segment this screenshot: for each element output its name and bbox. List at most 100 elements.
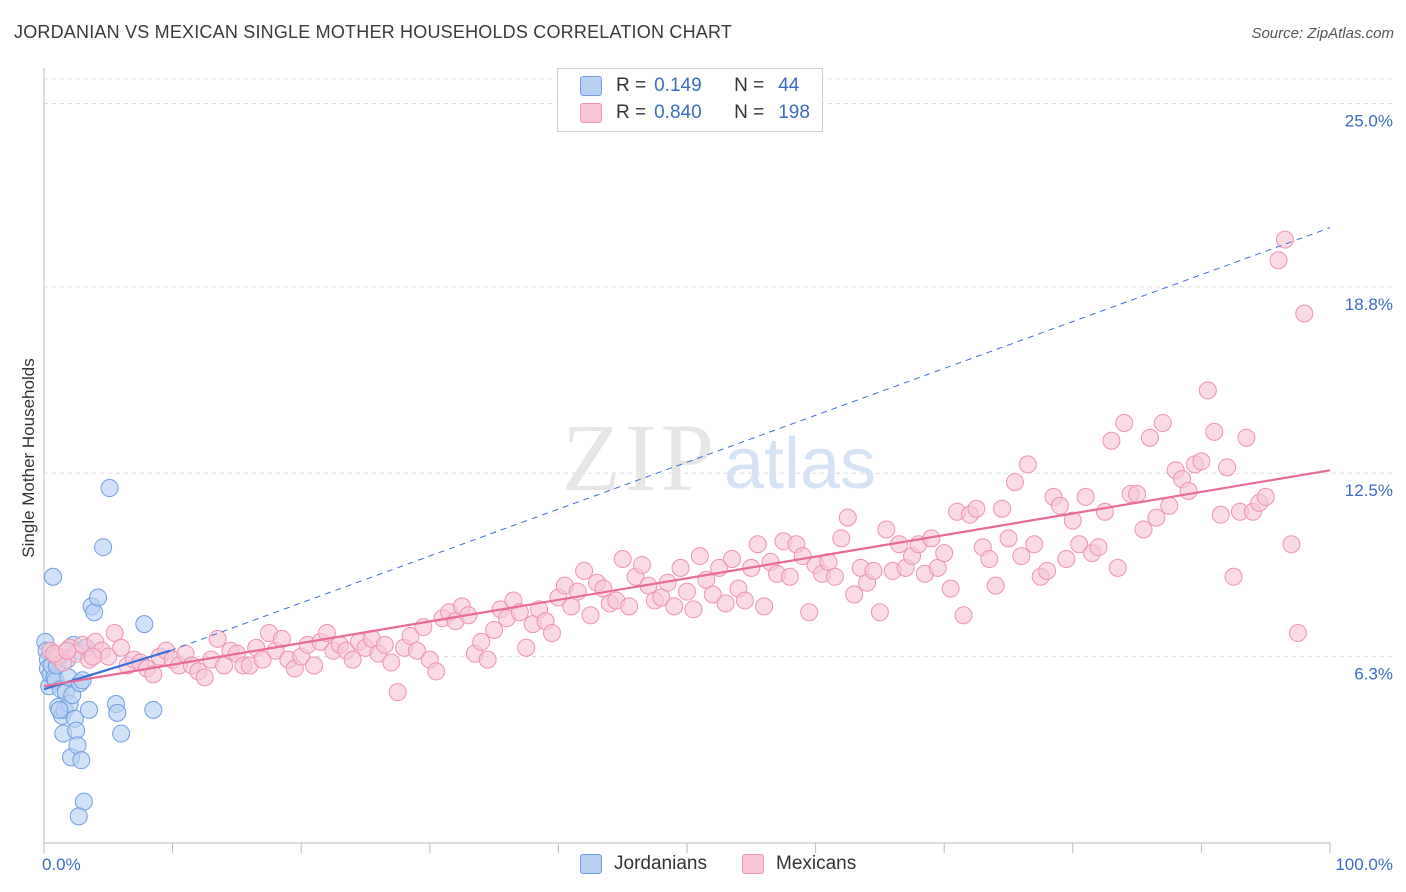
mexican-point bbox=[1256, 487, 1275, 506]
mexican-point bbox=[716, 594, 735, 613]
legend-row-mexicans: R = 0.840 N = 198 bbox=[580, 100, 810, 126]
mexican-point bbox=[388, 683, 407, 702]
jordanian-point bbox=[68, 736, 87, 755]
mexican-point bbox=[703, 585, 722, 604]
jordanian-point bbox=[100, 479, 119, 498]
legend-r-label: R = bbox=[616, 102, 647, 123]
mexican-point bbox=[671, 558, 690, 577]
jordanian-point bbox=[69, 807, 88, 826]
mexican-point bbox=[407, 641, 426, 660]
series-label-jordanians: Jordanians bbox=[614, 853, 707, 874]
mexican-point bbox=[967, 499, 986, 518]
y-tick-label-3: 25.0% bbox=[1345, 111, 1393, 130]
mexican-point bbox=[195, 668, 214, 687]
x-tick-label-0: 0.0% bbox=[42, 855, 81, 874]
mexican-point bbox=[1224, 567, 1243, 586]
series-legend-jordanians: Jordanians bbox=[580, 852, 707, 876]
mexican-point bbox=[1288, 623, 1307, 642]
series-label-mexicans: Mexicans bbox=[776, 853, 857, 874]
mexican-point bbox=[877, 520, 896, 539]
mexican-point bbox=[1128, 484, 1147, 503]
mexican-point bbox=[1147, 508, 1166, 527]
mexican-point bbox=[999, 529, 1018, 548]
mexican-point bbox=[375, 635, 394, 654]
mexican-point bbox=[1076, 487, 1095, 506]
watermark-zip: ZIP bbox=[562, 404, 718, 511]
mexican-point bbox=[478, 650, 497, 669]
watermark-atlas: atlas bbox=[724, 424, 876, 504]
mexican-point bbox=[735, 591, 754, 610]
jordanian-point bbox=[44, 567, 63, 586]
mexican-point bbox=[253, 650, 272, 669]
mexican-point bbox=[838, 508, 857, 527]
mexican-point bbox=[748, 535, 767, 554]
mexican-point bbox=[208, 629, 227, 648]
mexican-point bbox=[941, 579, 960, 598]
legend-swatch-mexicans bbox=[580, 103, 602, 123]
mexican-point bbox=[825, 567, 844, 586]
legend-swatch-jordanians bbox=[580, 76, 602, 96]
mexican-point bbox=[684, 600, 703, 619]
mexican-point bbox=[1295, 304, 1314, 323]
mexican-trend-line-2 bbox=[43, 469, 1331, 688]
mexican-point bbox=[1038, 561, 1057, 580]
mexican-point bbox=[1192, 452, 1211, 471]
mexican-point bbox=[690, 547, 709, 566]
mexican-point bbox=[472, 632, 491, 651]
legend-n-label: N = bbox=[734, 102, 765, 123]
mexican-point bbox=[485, 621, 504, 640]
jordanian-point bbox=[135, 615, 154, 634]
mexican-point bbox=[542, 623, 561, 642]
chart-title: JORDANIAN VS MEXICAN SINGLE MOTHER HOUSE… bbox=[14, 22, 733, 42]
mexican-point bbox=[613, 550, 632, 569]
mexican-point bbox=[1115, 413, 1134, 432]
y-tick-label-1: 12.5% bbox=[1345, 481, 1393, 500]
mexican-point bbox=[517, 638, 536, 657]
mexican-point bbox=[1018, 455, 1037, 474]
mexicans-points bbox=[41, 230, 1314, 702]
mexican-point bbox=[1095, 502, 1114, 521]
mexican-point bbox=[1269, 251, 1288, 270]
mexican-point bbox=[1140, 428, 1159, 447]
mexican-point bbox=[870, 603, 889, 622]
mexican-point bbox=[1063, 511, 1082, 530]
y-tick-label-0: 6.3% bbox=[1354, 665, 1393, 684]
legend-r-value: 0.840 bbox=[654, 102, 702, 123]
mexican-point bbox=[755, 597, 774, 616]
source-label: Source: ZipAtlas.com bbox=[1251, 25, 1394, 42]
mexican-point bbox=[1218, 458, 1237, 477]
mexican-point bbox=[1057, 550, 1076, 569]
mexican-point bbox=[343, 650, 362, 669]
mexican-point bbox=[272, 629, 291, 648]
trend-lines bbox=[43, 227, 1331, 691]
legend-n-value: 198 bbox=[778, 102, 810, 123]
jordanian-point bbox=[89, 588, 108, 607]
mexican-point bbox=[1108, 558, 1127, 577]
legend-n-label: N = bbox=[734, 75, 765, 96]
mexican-point bbox=[1275, 230, 1294, 249]
jordanian-point bbox=[108, 703, 127, 722]
mexican-point bbox=[1282, 535, 1301, 554]
mexican-point bbox=[1070, 535, 1089, 554]
mexican-point bbox=[993, 499, 1012, 518]
mexican-point bbox=[1205, 422, 1224, 441]
y-tick-label-2: 18.8% bbox=[1345, 295, 1393, 314]
mexican-point bbox=[1134, 520, 1153, 539]
mexican-point bbox=[1089, 538, 1108, 557]
mexican-point bbox=[83, 647, 102, 666]
jordanian-point bbox=[112, 724, 131, 743]
mexican-point bbox=[581, 606, 600, 625]
mexican-point bbox=[832, 529, 851, 548]
mexican-point bbox=[427, 662, 446, 681]
mexican-point bbox=[845, 585, 864, 604]
legend-r-label: R = bbox=[616, 75, 647, 96]
jordanian-point bbox=[72, 751, 91, 770]
mexican-point bbox=[58, 641, 77, 660]
mexican-point bbox=[780, 567, 799, 586]
mexican-point bbox=[1160, 496, 1179, 515]
mexican-point bbox=[1237, 428, 1256, 447]
mexican-point bbox=[1012, 547, 1031, 566]
tick-labels: 6.3% 12.5% 18.8% 25.0% 0.0% 100.0% bbox=[42, 111, 1393, 874]
mexican-point bbox=[305, 656, 324, 675]
mexican-point bbox=[723, 550, 742, 569]
